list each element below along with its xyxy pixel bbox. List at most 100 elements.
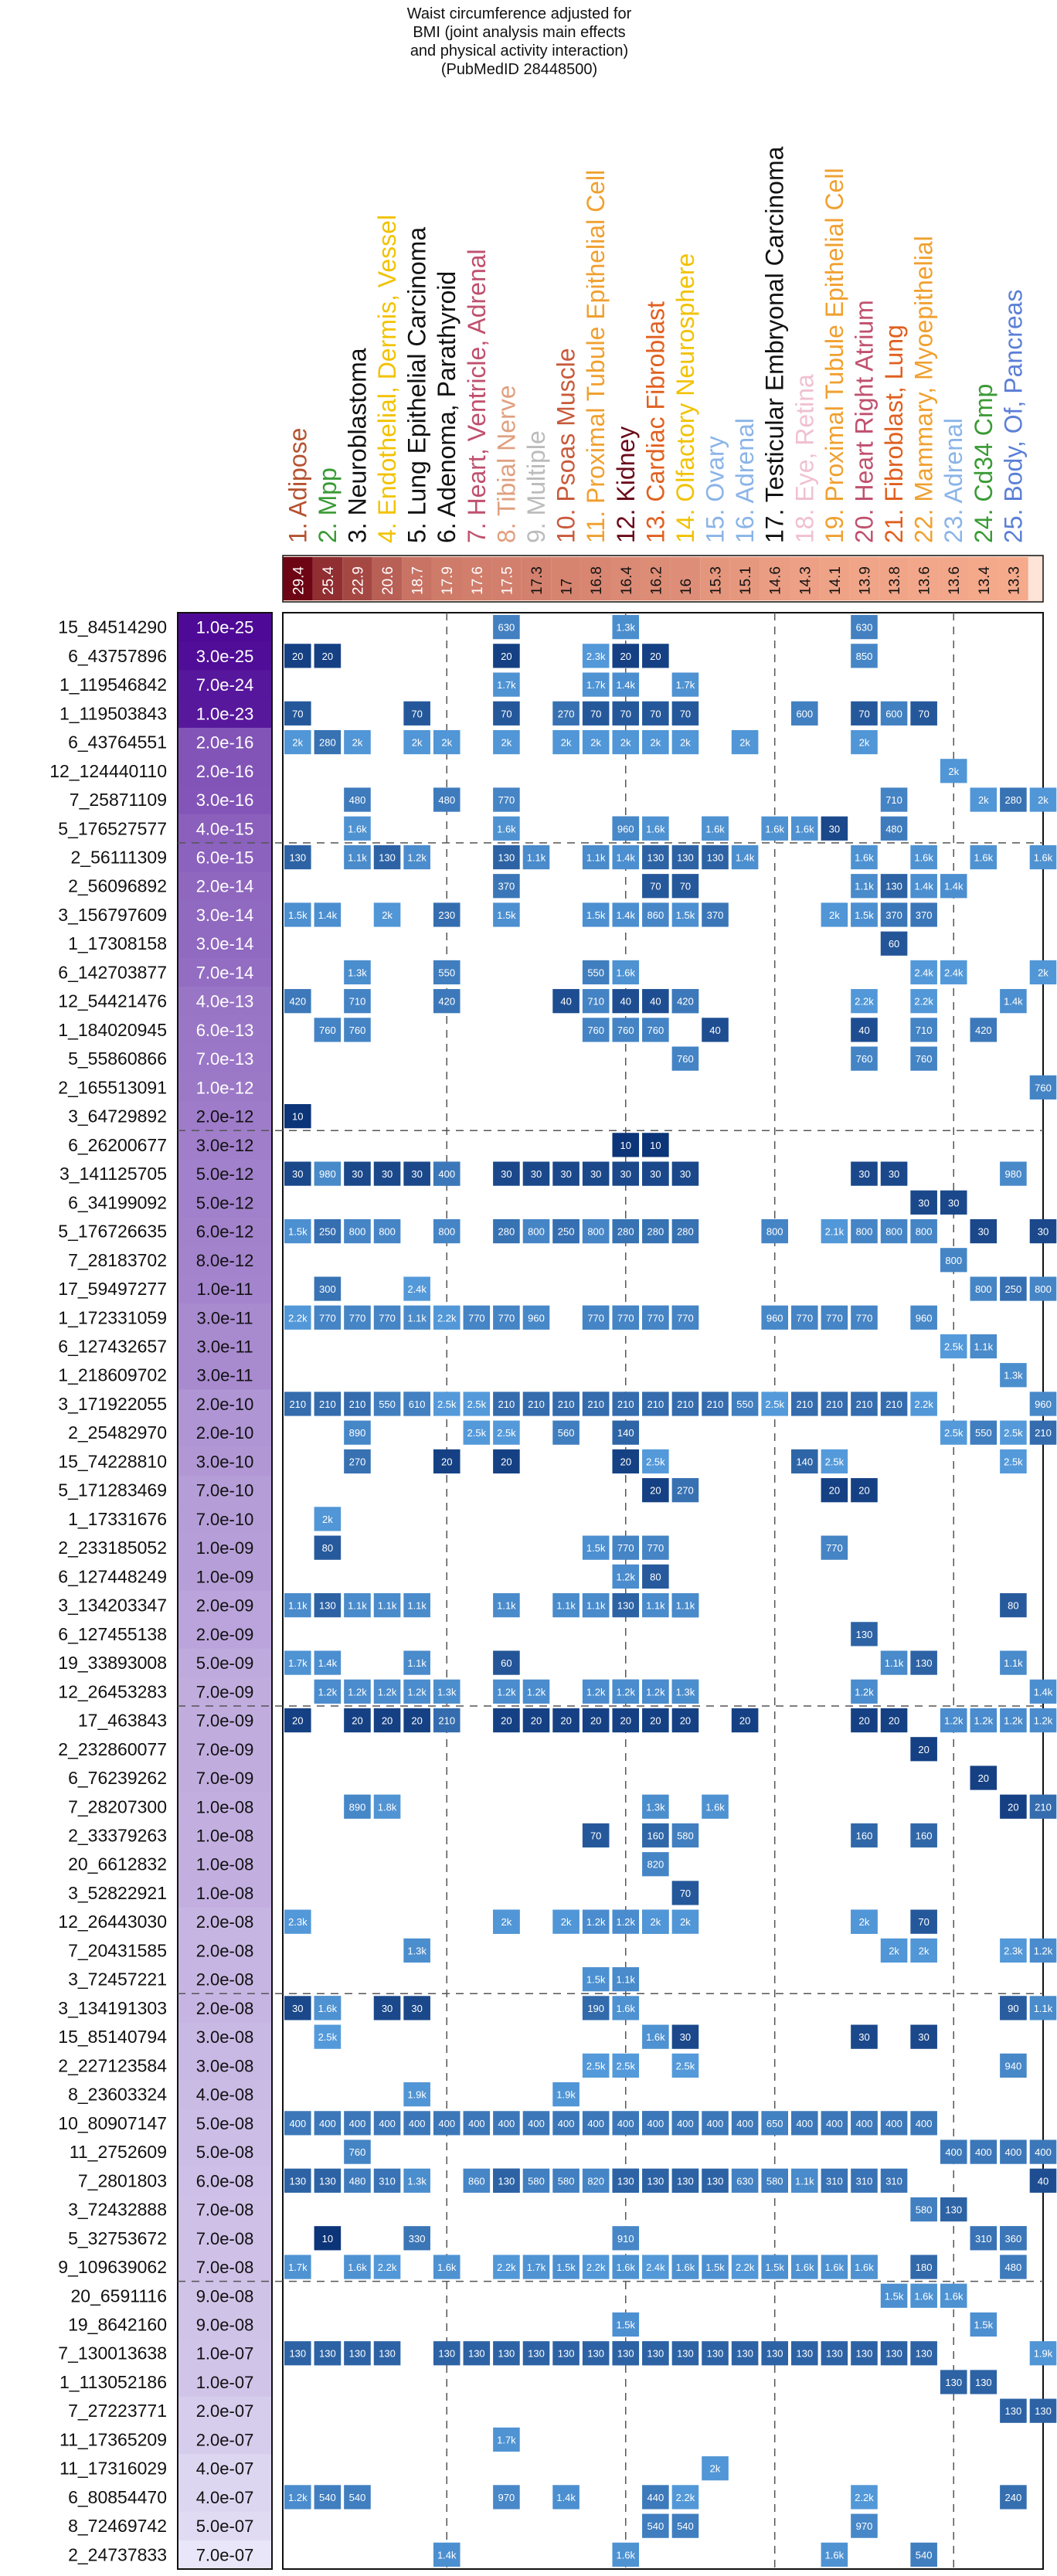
heatmap-cell-label: 2k	[739, 737, 750, 749]
heatmap-cell-label: 820	[587, 2175, 604, 2187]
heatmap-cell	[373, 1794, 401, 1819]
heatmap-cell	[612, 2542, 640, 2567]
heatmap-cell	[284, 2341, 311, 2366]
heatmap-cell	[761, 1392, 788, 1416]
score-label: 14.6	[768, 566, 784, 595]
heatmap-cell-label: 280	[617, 1226, 634, 1238]
heatmap-cell	[552, 2082, 579, 2107]
pvalue-label: 4.0e-07	[196, 2488, 254, 2507]
heatmap-cell-label: 210	[1035, 1427, 1052, 1439]
heatmap-cell-label: 130	[319, 2175, 336, 2187]
heatmap-cell-label: 760	[319, 1025, 336, 1036]
heatmap-cell	[314, 729, 342, 755]
heatmap-cell	[433, 1305, 461, 1330]
heatmap-cell	[552, 729, 579, 755]
heatmap-cell	[642, 1679, 669, 1704]
heatmap-cell	[403, 1996, 430, 2020]
heatmap-cell	[314, 1018, 342, 1042]
heatmap-cell-label: 30	[978, 1226, 989, 1238]
heatmap-cell	[344, 816, 371, 841]
heatmap-cell	[314, 1507, 342, 1531]
heatmap-cell	[552, 1392, 579, 1416]
heatmap-cell-label: 70	[650, 881, 661, 892]
pvalue-label: 1.0e-12	[196, 1078, 254, 1097]
heatmap-cell-label: 420	[677, 996, 694, 1008]
heatmap-cell	[642, 1133, 669, 1157]
heatmap-cell-label: 210	[558, 1398, 575, 1410]
pvalue-cell	[178, 1389, 272, 1419]
row-label-snp: 5_32753672	[68, 2228, 167, 2248]
heatmap-cell-label: 800	[766, 1226, 783, 1238]
heatmap-cell	[671, 874, 699, 899]
heatmap-cell-label: 2k	[680, 1916, 691, 1928]
column-label-part: 3. Neuroblastoma	[343, 348, 371, 543]
heatmap-cell	[671, 2024, 699, 2049]
pvalue-cell	[178, 2051, 272, 2081]
heatmap-cell-label: 770	[856, 1312, 873, 1324]
heatmap-cell	[403, 1938, 430, 1963]
heatmap-cell	[373, 2341, 401, 2366]
heatmap-cell	[1000, 1593, 1027, 1618]
heatmap-cell-label: 1.4k	[556, 2492, 576, 2503]
heatmap-cell-label: 130	[826, 2348, 843, 2360]
pvalue-label: 3.0e-11	[197, 1366, 253, 1385]
row-label-snp: 19_33893008	[58, 1653, 167, 1673]
heatmap-cell	[642, 2255, 669, 2279]
heatmap-cell	[671, 1218, 699, 1244]
heatmap-cell	[851, 1305, 878, 1330]
heatmap-cell-label: 2k	[829, 909, 840, 921]
heatmap-cell-label: 2k	[561, 737, 572, 749]
score-cell	[521, 557, 552, 600]
pvalue-label: 7.0e-10	[196, 1481, 254, 1500]
heatmap-cell-label: 130	[707, 852, 724, 864]
pvalue-cell	[178, 2194, 272, 2224]
heatmap-cell	[1000, 2139, 1027, 2164]
heatmap-cell	[791, 1305, 818, 1330]
heatmap-cell-label: 1.6k	[318, 2003, 338, 2014]
heatmap-cell-label: 800	[885, 1226, 902, 1238]
heatmap-cell-label: 70	[620, 708, 631, 719]
heatmap-cell	[284, 1104, 311, 1129]
heatmap-cell-label: 760	[617, 1025, 634, 1036]
heatmap-cell-label: 130	[558, 2348, 575, 2360]
pvalue-cell	[178, 2080, 272, 2109]
heatmap-cell	[880, 1938, 908, 1963]
heatmap-cell-label: 130	[766, 2348, 783, 2360]
heatmap-cell-label: 160	[856, 1830, 873, 1842]
heatmap-cell	[344, 2341, 371, 2366]
heatmap-cell	[1000, 989, 1027, 1014]
heatmap-cell	[970, 2226, 998, 2251]
pvalue-cell	[178, 1216, 272, 1246]
row-label-snp: 6_43757896	[68, 646, 167, 666]
pvalue-label: 8.0e-12	[196, 1251, 254, 1270]
heatmap-cell-label: 800	[856, 1226, 873, 1238]
heatmap-cell	[851, 2341, 878, 2366]
heatmap-cell	[970, 2370, 998, 2394]
pvalue-cell	[178, 1763, 272, 1793]
score-label: 13.6	[947, 566, 963, 595]
heatmap-cell-label: 130	[885, 881, 902, 892]
heatmap-cell	[344, 1392, 371, 1416]
heatmap-cell-label: 20	[680, 1715, 691, 1727]
pvalue-label: 5.0e-08	[196, 2114, 254, 2133]
heatmap-cell	[284, 2168, 311, 2193]
heatmap-cell	[612, 2111, 640, 2136]
heatmap-cell-label: 760	[587, 1025, 604, 1036]
heatmap-cell	[344, 1161, 371, 1186]
row-label-snp: 12_26453283	[58, 1681, 167, 1701]
heatmap-cell-label: 2k	[441, 737, 452, 749]
heatmap-cell-label: 1.1k	[586, 1600, 606, 1612]
heatmap-cell	[612, 701, 640, 726]
row-label-snp: 2_227123584	[58, 2055, 167, 2075]
heatmap-cell-label: 1.5k	[705, 2262, 725, 2273]
heatmap-cell-label: 1.6k	[795, 823, 814, 834]
column-label: 10. Psoas Muscle	[552, 348, 580, 543]
heatmap-cell-label: 420	[289, 996, 306, 1008]
heatmap-cell-label: 1.2k	[586, 1916, 606, 1928]
heatmap-cell	[851, 1218, 878, 1244]
heatmap-cell	[582, 1593, 610, 1618]
heatmap-cell-label: 20	[352, 1715, 362, 1727]
heatmap-cell	[851, 1018, 878, 1042]
heatmap-cell	[612, 816, 640, 841]
heatmap-cell	[612, 1564, 640, 1589]
